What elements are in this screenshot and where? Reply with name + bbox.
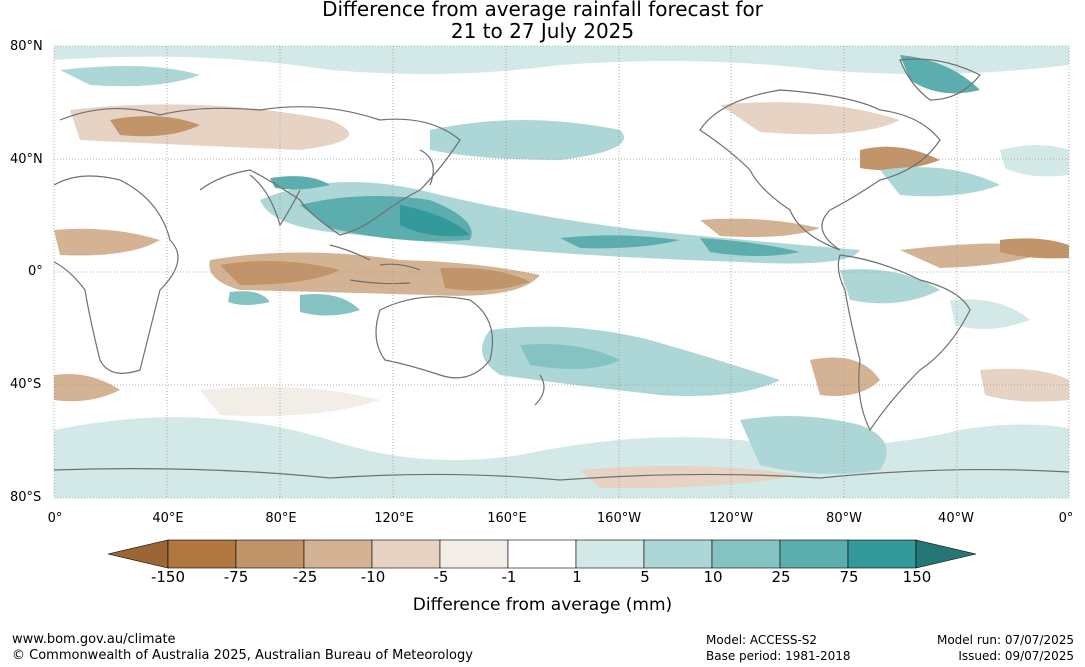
colorbar-tick-label: 75 — [839, 568, 859, 586]
graticule — [53, 45, 1070, 499]
colorbar-bin — [507, 539, 577, 569]
colorbar-bin — [847, 539, 917, 569]
colorbar-tick-label: 5 — [640, 568, 650, 586]
lon-label-80w: 80°W — [826, 511, 862, 526]
lon-label-0-right: 0° — [1058, 511, 1074, 526]
colorbar-bin — [711, 539, 781, 569]
lat-label-80s: 80°S — [10, 490, 42, 505]
lon-label-160w: 160°W — [596, 511, 642, 526]
footer-base-period: Base period: 1981-2018 — [706, 649, 851, 663]
colorbar-bin — [303, 539, 373, 569]
map-title-line1: Difference from average rainfall forecas… — [322, 0, 763, 21]
colorbar-tick-label: -10 — [360, 568, 386, 586]
footer-issued: Issued: 09/07/2025 — [958, 649, 1074, 663]
anomaly-field — [54, 46, 1069, 498]
colorbar-title: Difference from average (mm) — [412, 595, 673, 615]
lon-label-40e: 40°E — [152, 511, 184, 526]
colorbar-tick-label: 10 — [703, 568, 723, 586]
footer-copyright: © Commonwealth of Australia 2025, Austra… — [12, 648, 473, 663]
colorbar-tick-label: 150 — [902, 568, 932, 586]
lon-label-120e: 120°E — [374, 511, 414, 526]
colorbar-bin — [167, 539, 237, 569]
lat-label-0: 0° — [28, 264, 43, 279]
lon-label-40w: 40°W — [938, 511, 974, 526]
colorbar-tick-label: 25 — [771, 568, 791, 586]
colorbar-tick-label: -5 — [433, 568, 449, 586]
colorbar-tick-label: -150 — [150, 568, 186, 586]
lat-label-80n: 80°N — [10, 39, 43, 54]
colorbar-bin — [371, 539, 441, 569]
map-title-line2: 21 to 27 July 2025 — [450, 19, 635, 43]
colorbar-bin — [643, 539, 713, 569]
lat-label-40n: 40°N — [10, 152, 43, 167]
colorbar-bin — [439, 539, 509, 569]
lon-label-0-left: 0° — [47, 511, 63, 526]
colorbar-bin — [235, 539, 305, 569]
colorbar-bin — [575, 539, 645, 569]
colorbar — [107, 539, 977, 569]
colorbar-tick-label: -75 — [223, 568, 249, 586]
lon-label-80e: 80°E — [265, 511, 297, 526]
lon-label-120w: 120°W — [708, 511, 754, 526]
colorbar-tick-label: -1 — [501, 568, 517, 586]
footer-url: www.bom.gov.au/climate — [12, 632, 176, 647]
colorbar-tick-label: 1 — [572, 568, 582, 586]
lat-label-40s: 40°S — [10, 377, 42, 392]
colorbar-extend-low — [107, 539, 169, 569]
lon-label-160e: 160°E — [487, 511, 527, 526]
colorbar-bin — [779, 539, 849, 569]
footer-model: Model: ACCESS-S2 — [706, 633, 818, 647]
footer-model-run: Model run: 07/07/2025 — [936, 633, 1074, 647]
coastlines — [54, 58, 1069, 481]
colorbar-tick-label: -25 — [292, 568, 318, 586]
colorbar-extend-high — [915, 539, 977, 569]
